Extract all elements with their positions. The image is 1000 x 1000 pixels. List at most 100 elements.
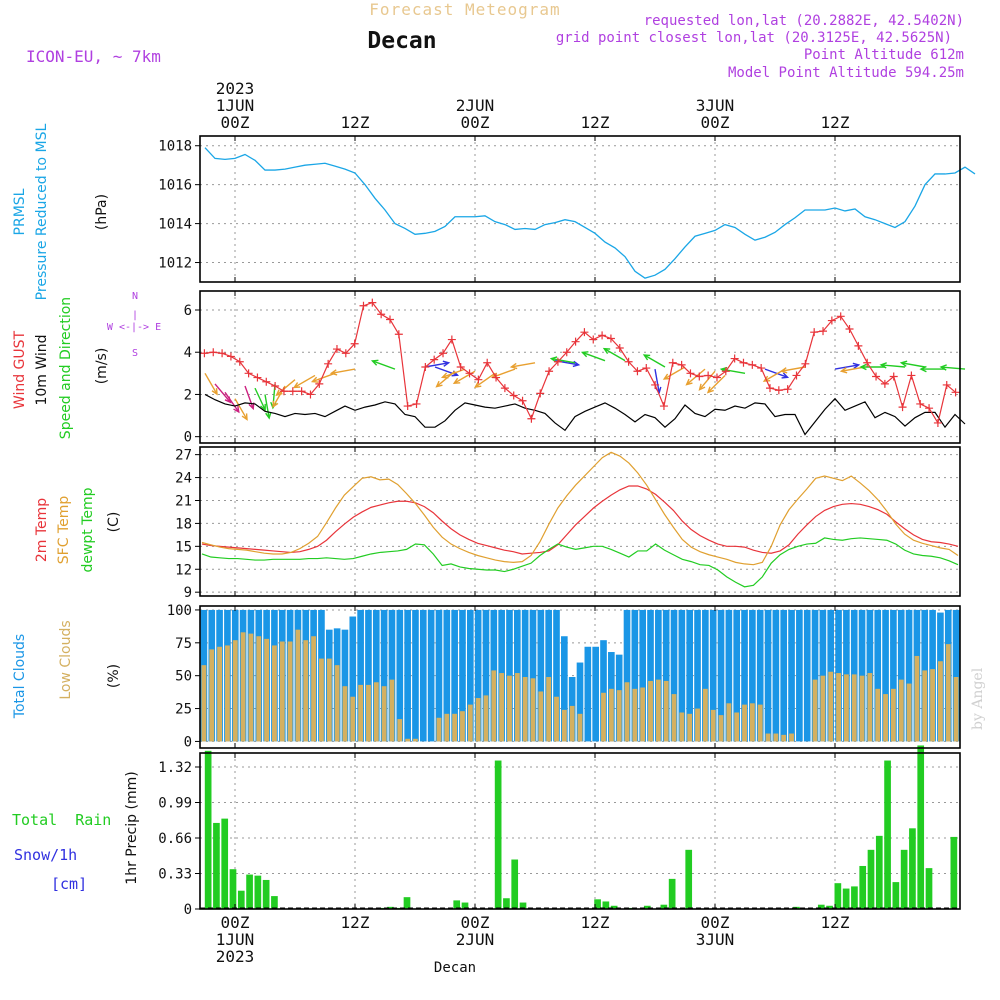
wind-arrow-shaft	[643, 354, 666, 368]
wind-arrow-shaft	[764, 368, 788, 378]
wind-arrow-shaft	[254, 387, 266, 411]
top-time-label: 12Z	[581, 113, 610, 132]
gust-marker	[827, 316, 836, 325]
rain-bar	[594, 899, 601, 909]
gust-marker	[306, 390, 315, 399]
total-cloud-bar	[584, 646, 592, 742]
low-cloud-bar	[554, 696, 559, 742]
wind-arrow	[509, 362, 536, 370]
gust-marker	[226, 352, 235, 361]
panel-frame-4	[199, 752, 961, 910]
rain-bar	[668, 878, 676, 909]
y-tick-label: 24	[175, 471, 192, 487]
low-cloud-bar	[898, 679, 904, 742]
low-cloud-bar	[718, 715, 724, 742]
wind-arrow-head	[260, 403, 266, 412]
wind-arrow	[329, 368, 356, 376]
low-cloud-bar	[812, 679, 818, 742]
gust-marker	[332, 345, 341, 354]
location-title: Decan	[367, 28, 436, 54]
y-tick-label: 15	[175, 539, 192, 555]
rain-bar	[950, 836, 958, 909]
wind-arrow	[859, 363, 885, 371]
wind-arrow-shaft	[224, 391, 240, 413]
point-altitude: Point Altitude 612m	[804, 47, 964, 63]
total-cloud-bar	[733, 609, 741, 742]
snow-cm-label: [cm]	[51, 875, 87, 893]
total-cloud-bar	[600, 640, 607, 742]
total-cloud-bar	[435, 609, 443, 742]
gust-marker	[421, 363, 430, 371]
low-cloud-bar	[279, 641, 285, 742]
wind-arrow	[224, 391, 240, 414]
wind-arrow-head	[329, 369, 338, 376]
wind-arrow-shaft	[331, 368, 356, 374]
rain-bar	[204, 750, 212, 909]
low-cloud-bar	[303, 640, 309, 742]
total-cloud-bar	[404, 609, 411, 742]
y-tick-label: 100	[167, 603, 192, 619]
low-cloud-bar	[679, 712, 685, 742]
panel-bg-0	[200, 136, 960, 282]
y-tick-label: 1012	[158, 256, 192, 272]
gust-marker	[235, 357, 244, 366]
gust-marker	[509, 391, 518, 400]
low-cloud-bar	[389, 679, 395, 742]
gust-marker	[863, 358, 872, 367]
low-cloud-bar	[287, 641, 293, 742]
wind-arrow-head	[275, 389, 283, 397]
low-cloud-bar	[922, 670, 928, 742]
total-cloud-bar	[905, 609, 913, 742]
low-cloud-bar	[945, 644, 951, 742]
wind-arrow-head	[879, 362, 887, 369]
rain-bar	[834, 883, 842, 909]
total-cloud-bar	[592, 646, 599, 742]
low-cloud-bar	[507, 675, 512, 742]
wind-arrow	[764, 368, 790, 379]
y-tick-label: 75	[175, 636, 192, 652]
total-cloud-bar	[349, 616, 357, 742]
gust-marker	[386, 315, 394, 324]
low-cloud-bar	[538, 691, 544, 742]
low-cloud-bar	[757, 704, 763, 742]
gust-marker	[845, 325, 854, 333]
wind-arrow-head	[310, 376, 319, 383]
gust-marker	[854, 341, 863, 350]
wind-dir-label: Speed and Direction	[58, 297, 74, 439]
watermark: by Angel	[970, 667, 986, 730]
wind-arrow	[474, 372, 496, 389]
top-time-label: 12Z	[821, 113, 850, 132]
low-cloud-bar	[687, 713, 693, 742]
rain-bar	[262, 879, 270, 909]
top-time-label: 3JUN	[696, 96, 735, 115]
wind-arrow-head	[509, 362, 518, 370]
total-cloud-bar	[702, 609, 709, 742]
low-cloud-bar	[671, 694, 677, 742]
low-cloud-bar	[272, 645, 277, 742]
low-cloud-bar	[311, 636, 317, 742]
bottom-time-label: 3JUN	[696, 930, 735, 949]
low-cloud-bar	[264, 638, 270, 742]
gust-marker	[598, 331, 607, 340]
low-cloud-bar	[890, 688, 896, 742]
gust-marker	[279, 387, 288, 396]
wind-arrow-shaft	[474, 372, 496, 388]
low-cloud-bar	[937, 661, 943, 742]
rain-bar	[237, 890, 245, 909]
low-cloud-bar	[608, 688, 614, 742]
wind-arrow	[254, 387, 266, 412]
gust-marker	[447, 335, 456, 344]
low-cloud-bar	[342, 686, 348, 742]
wind-arrow-shaft	[234, 398, 248, 420]
wind-arrow-head	[272, 400, 279, 409]
top-time-label: 00Z	[221, 113, 250, 132]
bottom-time-label: 12Z	[821, 913, 850, 932]
rain-bar	[826, 905, 833, 909]
rain-bar	[602, 901, 610, 909]
low-cloud-bar	[483, 695, 489, 742]
rain-bar	[229, 869, 237, 909]
wind-arrow-head	[370, 359, 379, 366]
total-cloud-bar	[341, 629, 349, 742]
wind-arrow	[275, 379, 296, 397]
total-cloud-bar	[553, 609, 560, 742]
